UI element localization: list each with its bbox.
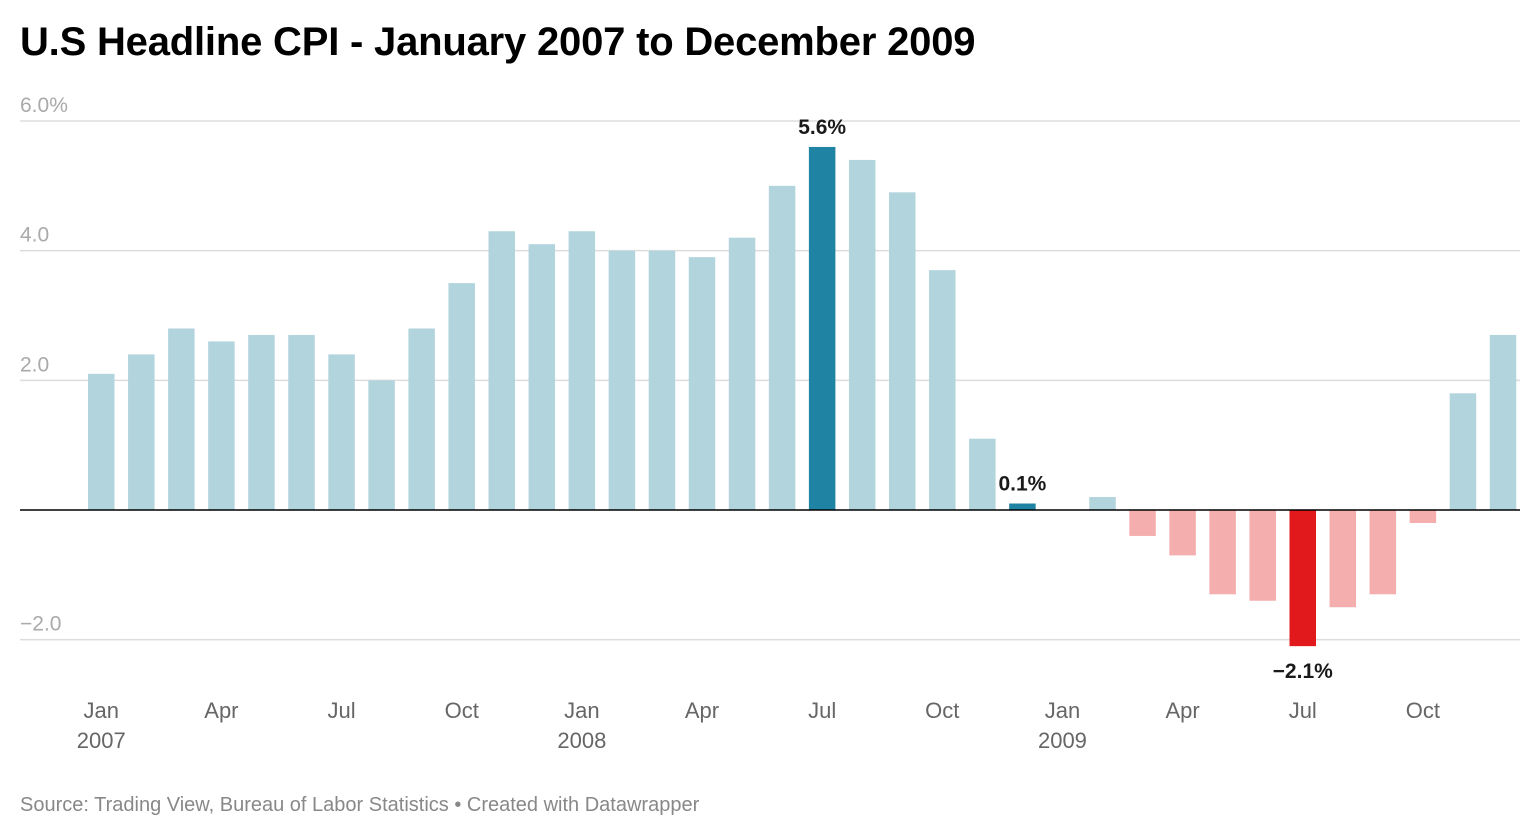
bar-2007-05 [248,334,275,510]
separator-dot: • [448,794,467,816]
x-tick-month: Oct [1406,698,1440,723]
bar-2009-09 [1369,510,1397,595]
x-tick-year: 2008 [557,728,606,753]
bar-2008-01 [568,231,596,510]
bar-2007-04 [208,341,235,510]
bar-2009-11 [1449,393,1477,510]
bar-2007-07 [328,354,355,510]
bar-2007-10 [448,283,475,510]
bar-2009-05 [1209,510,1236,595]
bar-2008-09 [889,192,916,510]
bar-2007-12 [528,244,556,510]
footer-note: Source: Trading View, Bureau of Labor St… [20,794,699,817]
x-tick-month: Jan [564,698,599,723]
bar-2009-08 [1329,510,1357,608]
bar-2009-06 [1249,510,1276,601]
bar-2007-08 [368,380,395,510]
x-tick-month: Jul [1289,698,1317,723]
bar-2007-09 [408,328,435,510]
x-tick-month: Oct [925,698,959,723]
bar-2008-06 [768,185,796,510]
x-tick-month: Jul [327,698,355,723]
bar-2009-07 [1289,510,1316,647]
data-label: 5.6% [798,116,846,139]
data-label: 0.1% [998,473,1046,496]
bar-2009-02 [1089,497,1116,510]
bar-2008-07 [808,146,836,510]
annotations: 5.6% 0.1% −2.1% [798,116,1333,683]
bar-2009-10 [1409,510,1437,523]
y-axis-labels: 6.0% 4.0 2.0 −2.0 [20,94,68,636]
x-tick-year: 2009 [1038,728,1087,753]
x-tick-month: Jul [808,698,836,723]
y-tick-label: −2.0 [20,613,61,636]
x-tick-month: Apr [1165,698,1199,723]
y-tick-label: 4.0 [20,224,49,247]
bar-2008-12 [1009,503,1036,510]
bar-2009-12 [1489,334,1517,510]
bar-2008-11 [969,438,996,510]
chart-title: U.S Headline CPI - January 2007 to Decem… [20,20,976,64]
bar-2008-03 [648,250,676,510]
x-axis-labels: Jan 2007 Apr Jul Oct Jan 2008 Apr Jul Oct Jan 2009 A… [77,698,1440,753]
bars [88,146,1517,647]
bar-2007-03 [168,328,195,510]
bar-2008-02 [608,250,636,510]
y-tick-label: 2.0 [20,353,49,376]
bar-2008-08 [848,159,876,510]
x-tick-year: 2007 [77,728,126,753]
bar-2007-01 [88,373,115,510]
bar-2007-02 [128,354,155,510]
bar-2008-04 [688,257,716,510]
bar-2007-06 [288,334,315,510]
bar-2009-03 [1129,510,1156,536]
x-tick-month: Jan [84,698,119,723]
x-tick-month: Apr [685,698,719,723]
credit-text: Created with Datawrapper [466,794,700,816]
data-label: −2.1% [1273,660,1333,683]
y-tick-label: 6.0% [20,94,68,117]
bar-2009-04 [1169,510,1196,556]
x-tick-month: Jan [1045,698,1080,723]
bar-2008-10 [929,270,956,510]
x-tick-month: Oct [445,698,479,723]
bar-2007-11 [488,231,515,510]
bar-2008-05 [728,237,756,511]
source-text: Source: Trading View, Bureau of Labor St… [20,794,449,816]
x-tick-month: Apr [204,698,238,723]
